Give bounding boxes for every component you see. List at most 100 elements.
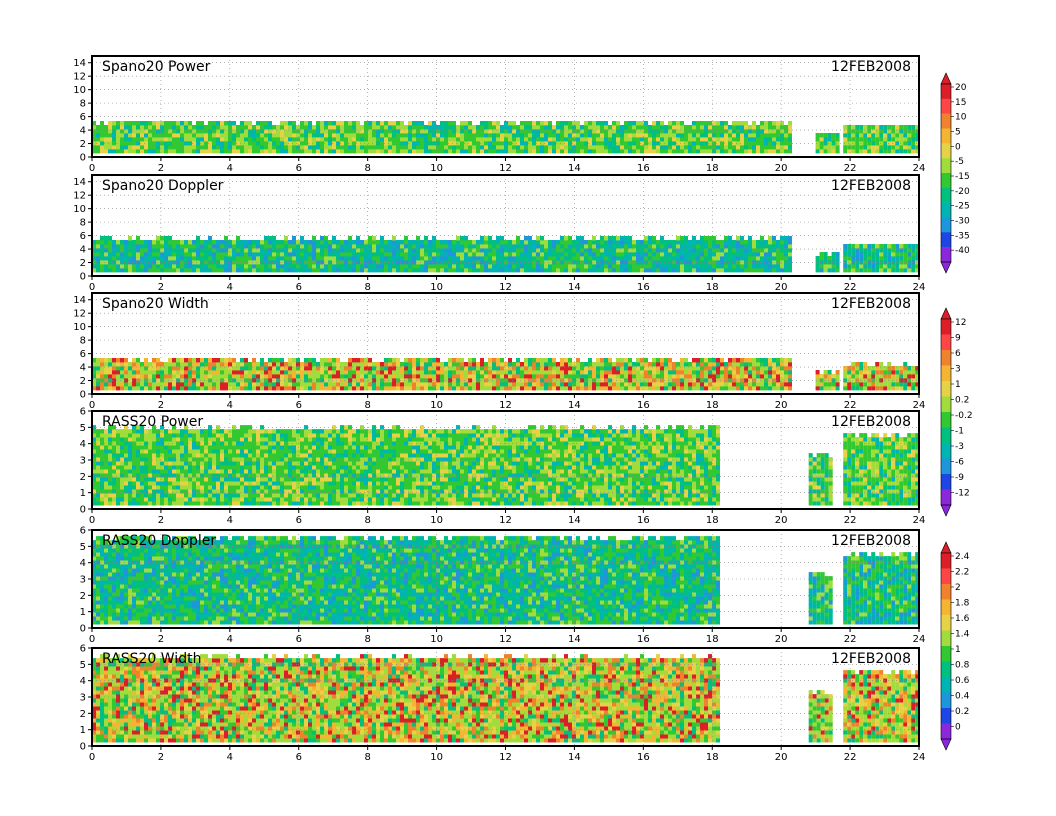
colorbar-swatch [941,319,951,335]
x-tick-label: 22 [844,163,857,174]
y-tick-label: 10 [73,204,86,215]
colorbar-swatch [941,427,951,444]
x-tick-label: 4 [227,163,233,174]
x-tick-label: 4 [227,752,233,763]
panel-date: 12FEB2008 [831,651,911,667]
x-tick-label: 0 [89,400,95,411]
colorbar-label: 2.2 [955,568,969,578]
x-tick-label: 2 [158,400,164,411]
x-tick-label: 22 [844,752,857,763]
x-tick-label: 22 [844,282,857,293]
x-tick-label: 22 [844,400,857,411]
y-tick-label: 0 [80,624,86,635]
x-tick-label: 24 [913,282,926,293]
y-tick-label: 12 [73,191,86,202]
x-tick-label: 20 [775,400,788,411]
y-tick-label: 3 [80,693,86,704]
y-tick-label: 8 [80,218,86,229]
colorbar-label: 0 [955,142,961,152]
heatmap-cells [92,536,920,625]
colorbar-label: -0.2 [955,411,973,421]
y-tick-label: 14 [73,295,86,306]
x-tick-label: 2 [158,163,164,174]
panel-date: 12FEB2008 [831,414,911,430]
x-tick-label: 2 [158,752,164,763]
colorbar-label: 6 [955,349,961,359]
x-tick-label: 18 [706,282,719,293]
colorbar-arrow-up [940,541,952,554]
x-tick-label: 0 [89,752,95,763]
colorbar-swatch [941,98,951,114]
x-tick-label: 4 [227,515,233,526]
colorbar-label: 0.6 [955,676,970,686]
y-tick-label: 14 [73,177,86,188]
panel-title: Spano20 Width [102,296,209,312]
x-tick-label: 24 [913,515,926,526]
y-tick-label: 6 [80,349,86,360]
x-tick-label: 12 [499,163,512,174]
panel-date: 12FEB2008 [831,178,911,194]
colorbar-swatch [941,334,951,351]
colorbar-label: 15 [955,98,966,108]
panel-date: 12FEB2008 [831,533,911,549]
x-tick-label: 6 [296,515,302,526]
heatmap-cells [92,358,920,391]
colorbar-swatch [941,381,951,397]
y-tick-label: 8 [80,99,86,110]
colorbar-label: -9 [955,473,964,483]
x-tick-label: 8 [364,634,370,645]
x-tick-label: 10 [430,163,443,174]
x-tick-label: 24 [913,634,926,645]
y-tick-label: 5 [80,542,86,553]
x-tick-label: 0 [89,515,95,526]
y-tick-label: 4 [80,245,86,256]
y-tick-label: 2 [80,376,86,387]
x-tick-label: 20 [775,752,788,763]
y-tick-label: 6 [80,644,86,655]
width-colorbar: 12 9 6 3 1 0.2 -0.2 -1 -3 -6 -9 -12 [940,307,973,517]
y-tick-label: 3 [80,456,86,467]
colorbar-swatch [941,396,951,413]
x-tick-label: 18 [706,400,719,411]
colorbar-label: -15 [955,172,970,182]
x-tick-label: 4 [227,400,233,411]
y-tick-label: 4 [80,363,86,374]
colorbar-arrow-down [940,261,952,274]
colorbar-swatch [941,630,951,647]
y-tick-label: 4 [80,676,86,687]
x-tick-label: 0 [89,634,95,645]
x-tick-label: 24 [913,400,926,411]
colorbar-label: -30 [955,217,970,227]
y-tick-label: 2 [80,709,86,720]
colorbar-arrow-down [940,738,952,751]
panel-date: 12FEB2008 [831,296,911,312]
colorbar-swatch [941,173,951,189]
y-tick-label: 4 [80,558,86,569]
y-tick-label: 6 [80,526,86,537]
y-tick-label: 2 [80,139,86,150]
colorbar-label: 1.4 [955,630,970,640]
panel-title: RASS20 Width [102,651,201,667]
colorbar-swatch [941,708,951,724]
colorbar-label: -1 [955,427,964,437]
colorbar-arrow-up [940,72,952,85]
colorbar-arrow-up [940,307,952,320]
colorbar-swatch [941,615,951,631]
panel-title: RASS20 Power [102,414,203,430]
y-tick-label: 4 [80,439,86,450]
x-tick-label: 4 [227,634,233,645]
x-tick-label: 0 [89,163,95,174]
panel-title: Spano20 Power [102,59,211,75]
colorbar-label: -6 [955,458,964,468]
y-tick-label: 1 [80,725,86,736]
heatmap-cells [92,654,920,743]
y-tick-label: 0 [80,272,86,283]
colorbar-label: 20 [955,83,967,93]
x-tick-label: 0 [89,282,95,293]
y-tick-label: 0 [80,390,86,401]
colorbar-label: 1.8 [955,599,970,609]
colorbar-swatch [941,661,951,678]
x-tick-label: 8 [364,515,370,526]
